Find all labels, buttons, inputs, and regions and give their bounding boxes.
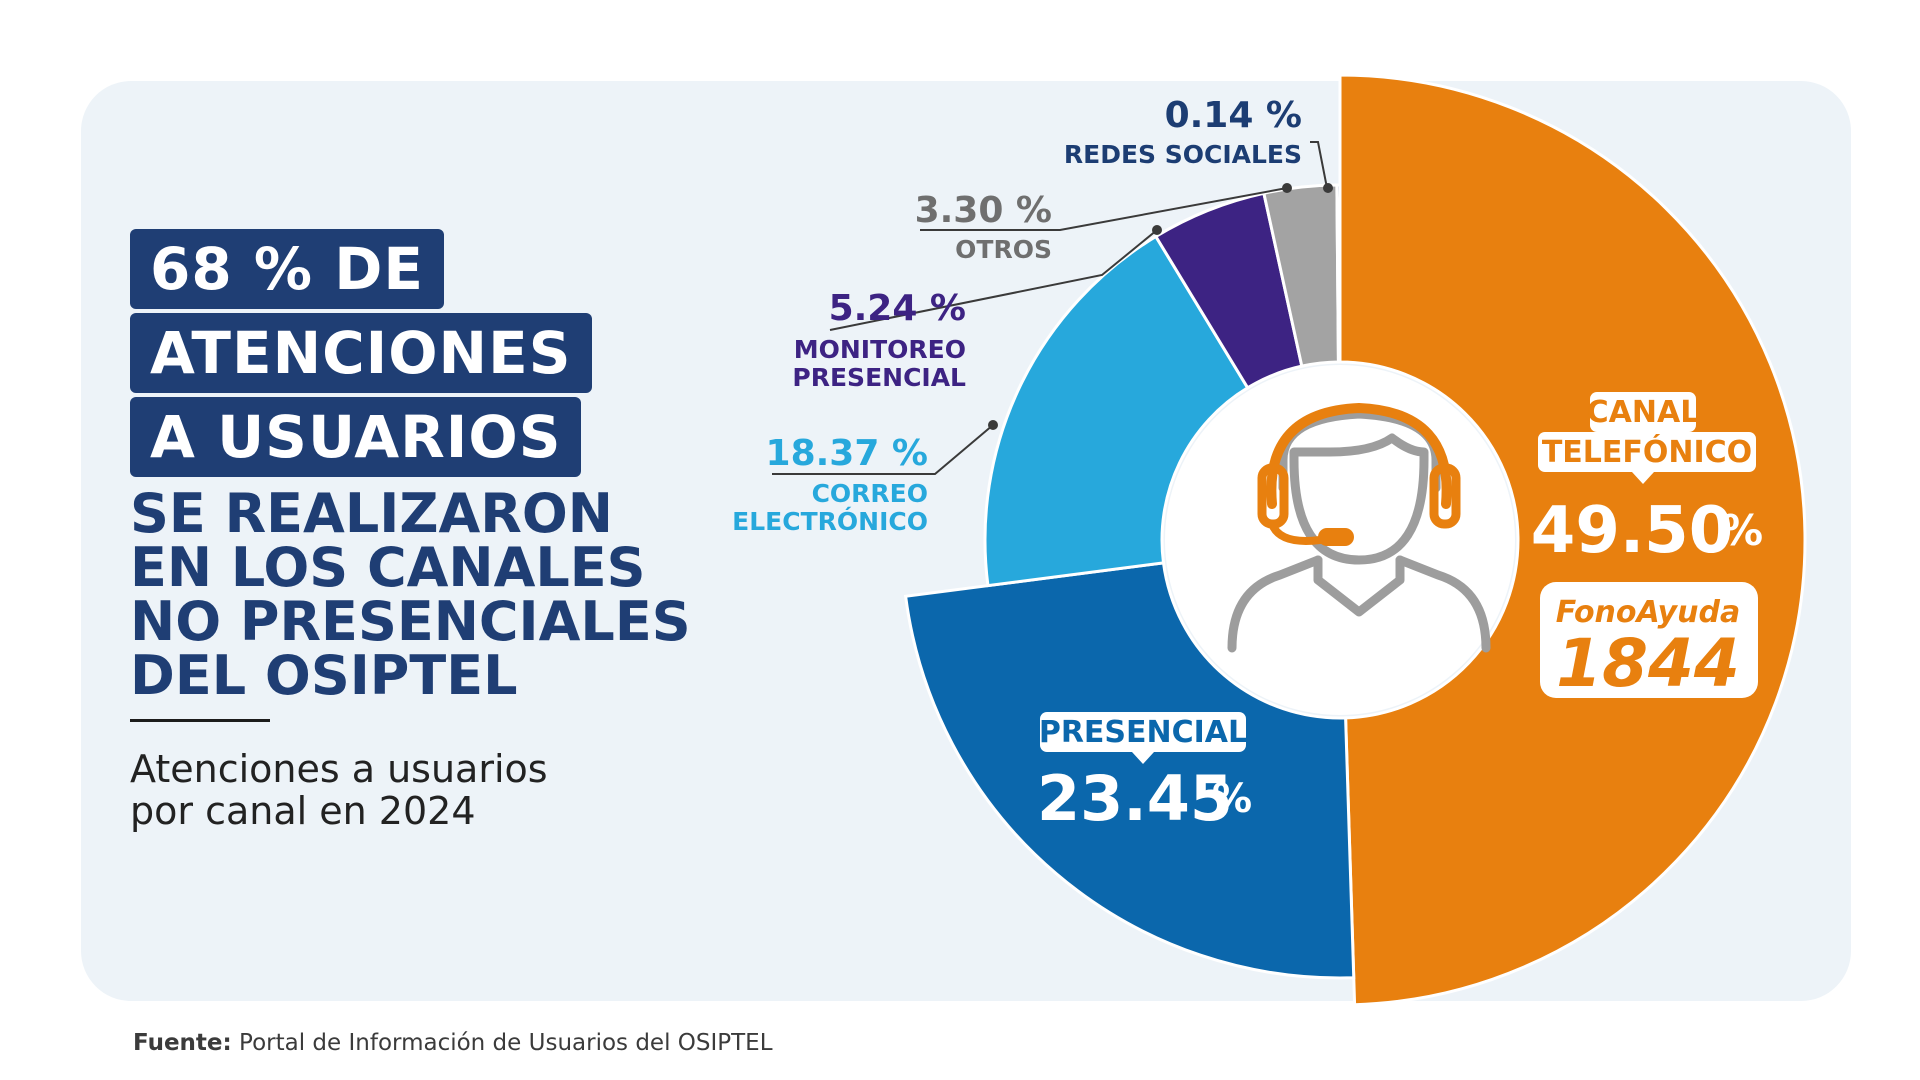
headset-band: [1266, 403, 1452, 509]
headline-line-3: NO PRESENCIALES: [130, 590, 691, 653]
correo-leader-line: [772, 424, 994, 475]
otros-leader-dot: [1282, 183, 1292, 193]
source-note: Fuente: Portal de Información de Usuario…: [133, 1030, 773, 1056]
otros-leader-line: [920, 187, 1288, 231]
source-text: Portal de Información de Usuarios del OS…: [239, 1030, 773, 1056]
telefonico-label-box-2: [1538, 432, 1756, 472]
headset-mic: [1318, 528, 1354, 546]
correo-label-2: ELECTRÓNICO: [732, 506, 928, 536]
headline-box-1: 68 % DE: [130, 229, 444, 309]
slice-canal-telef-nico: [1338, 73, 1807, 1007]
subtitle-line-2: por canal en 2024: [130, 789, 476, 833]
slice-correo-electr-nico: [983, 234, 1250, 588]
headset-right-ear: [1429, 463, 1461, 529]
headline-line-2: EN LOS CANALES: [130, 536, 646, 599]
slice-redes-sociales: [1335, 183, 1342, 364]
agent-shoulders: [1227, 555, 1491, 653]
headset-mic-arm: [1268, 520, 1324, 545]
presencial-value: 23.45: [1037, 762, 1233, 835]
correo-label-1: CORREO: [812, 479, 928, 508]
otros-label: OTROS: [955, 235, 1052, 264]
agent-collar: [1313, 555, 1405, 617]
otros-value: 3.30 %: [915, 190, 1052, 231]
redes-value: 0.14 %: [1165, 95, 1302, 136]
subtitle: Atenciones a usuarios por canal en 2024: [130, 748, 548, 832]
call-center-agent-icon: [1227, 403, 1491, 653]
presencial-label: PRESENCIAL: [1039, 715, 1247, 750]
correo-leader-dot: [988, 420, 998, 430]
divider: [130, 719, 270, 722]
telefonico-label-pointer: [1632, 472, 1654, 484]
presencial-percent-sign: %: [1212, 776, 1252, 822]
headline-line-4: DEL OSIPTEL: [130, 644, 518, 707]
fonoayuda-box: [1540, 582, 1758, 698]
headline-box-3: A USUARIOS: [130, 397, 582, 477]
telefonico-label-2: TELEFÓNICO: [1542, 433, 1752, 470]
subtitle-line-1: Atenciones a usuarios: [130, 747, 548, 791]
redes-leader-line: [1310, 141, 1328, 189]
source-label: Fuente:: [133, 1030, 232, 1056]
presencial-label-pointer: [1132, 752, 1154, 764]
agent-face: [1289, 433, 1429, 565]
telefonico-label-box-1: [1590, 392, 1696, 432]
telefonico-label-1: CANAL: [1587, 395, 1700, 430]
fonoayuda-number: 1844: [1556, 625, 1740, 702]
monitoreo-value: 5.24 %: [829, 288, 966, 329]
slice-presencial: [903, 561, 1356, 980]
headline-box-2: ATENCIONES: [130, 313, 592, 393]
monitoreo-label-2: PRESENCIAL: [792, 363, 966, 392]
headline-line-1: SE REALIZARON: [130, 482, 613, 545]
redes-leader-dot: [1323, 183, 1333, 193]
telefonico-value: 49.50: [1531, 494, 1733, 568]
monitoreo-leader-line: [829, 229, 1158, 331]
presencial-label-box: [1040, 712, 1246, 752]
redes-label: REDES SOCIALES: [1064, 140, 1302, 169]
monitoreo-leader-dot: [1152, 225, 1162, 235]
monitoreo-label-1: MONITOREO: [794, 335, 966, 364]
telefonico-percent-sign: %: [1721, 506, 1763, 555]
correo-value: 18.37 %: [766, 433, 928, 474]
fonoayuda-label: FonoAyuda: [1556, 595, 1740, 630]
